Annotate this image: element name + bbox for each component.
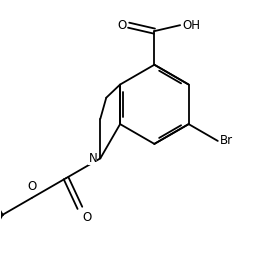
Text: O: O [118,19,127,32]
Text: OH: OH [182,19,200,32]
Text: O: O [27,180,36,193]
Text: O: O [82,211,91,224]
Text: N: N [88,152,97,165]
Text: Br: Br [220,135,233,147]
